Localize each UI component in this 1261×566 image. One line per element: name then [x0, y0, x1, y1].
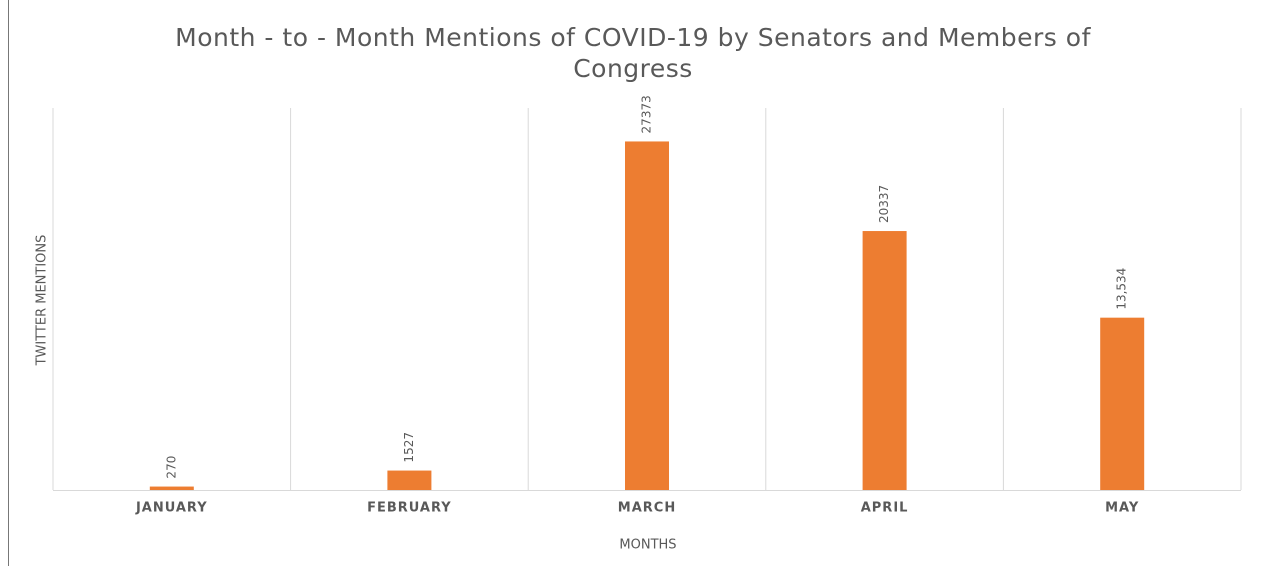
bar: [625, 141, 669, 490]
data-label: 1527: [402, 432, 416, 463]
x-tick-label: APRIL: [861, 501, 909, 516]
x-tick-label: FEBRUARY: [367, 501, 452, 516]
chart-title: Month - to - Month Mentions of COVID-19 …: [175, 23, 1091, 83]
data-label: 27373: [640, 95, 654, 133]
bar: [387, 470, 432, 490]
bar: [862, 231, 907, 490]
data-label: 20337: [877, 185, 891, 223]
data-label: 13,534: [1115, 268, 1129, 310]
x-tick-label: JANUARY: [135, 501, 208, 516]
bar: [149, 486, 194, 490]
x-axis-label: MONTHS: [619, 538, 676, 553]
data-label: 270: [164, 456, 178, 479]
x-tick-label: MARCH: [618, 501, 676, 516]
y-axis-label: TWITTER MENTIONS: [35, 235, 50, 367]
bar: [1100, 317, 1145, 490]
x-tick-label: MAY: [1105, 501, 1139, 516]
